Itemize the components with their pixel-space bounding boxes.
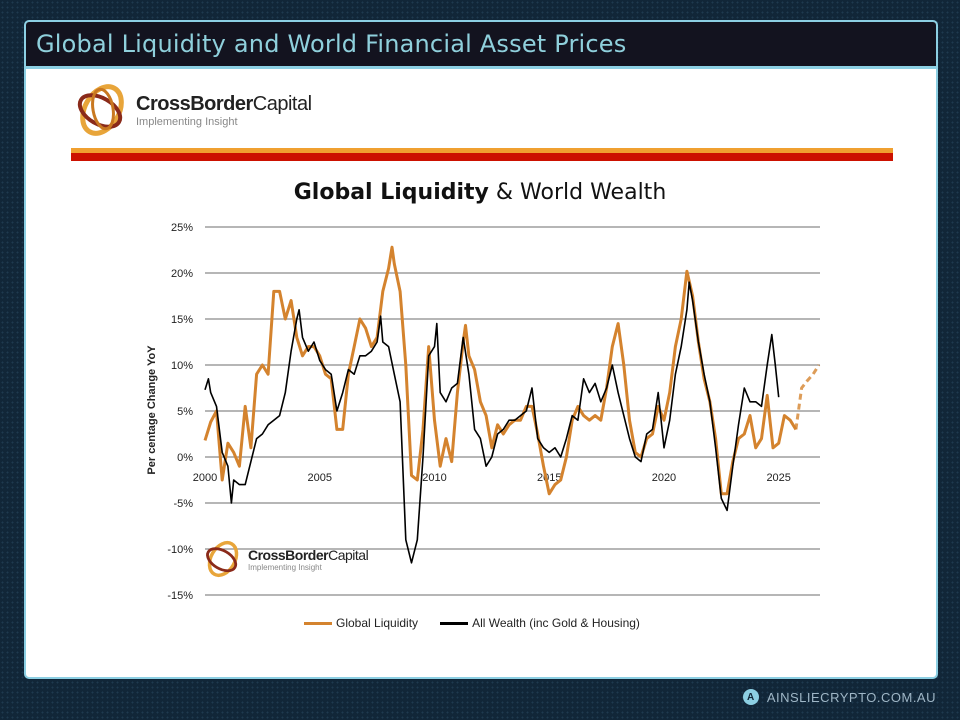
x-tick-label: 2010 — [422, 472, 446, 484]
brand-bar-red — [71, 153, 893, 161]
legend-swatch — [304, 621, 332, 625]
logo-tagline: Implementing Insight — [136, 115, 238, 128]
slide-header: Global Liquidity and World Financial Ass… — [26, 22, 936, 69]
slide-frame: Global Liquidity and World Financial Ass… — [24, 20, 938, 679]
brand-bar-orange — [71, 148, 893, 153]
crossborder-rings-icon — [206, 540, 239, 578]
legend-swatch — [440, 621, 469, 625]
legend-label: All Wealth (inc Gold & Housing) — [472, 616, 640, 630]
logo-name-light: Capital — [252, 92, 312, 115]
x-tick-label: 2025 — [766, 472, 790, 484]
y-tick-label: 5% — [177, 406, 193, 418]
y-axis-label: Per centage Change YoY — [146, 345, 158, 475]
chart-title: Global Liquidity & World Wealth — [293, 180, 667, 205]
watermark-name-bold: CrossBorder — [248, 546, 329, 563]
series-line-all-wealth-inc-gold-housing- — [204, 281, 780, 564]
y-tick-label: 0% — [177, 452, 193, 464]
crossborder-logo: CrossBorderCapital Implementing Insight — [72, 80, 312, 140]
legend-item-wealth: All Wealth (inc Gold & Housing) — [440, 616, 640, 630]
x-tick-label: 2005 — [307, 472, 331, 484]
legend-label: Global Liquidity — [336, 616, 419, 630]
x-tick-label: 2000 — [193, 472, 217, 484]
y-tick-label: 15% — [171, 314, 193, 326]
y-tick-label: 25% — [171, 222, 193, 234]
logo-name-bold: CrossBorder — [136, 92, 253, 115]
x-tick-label: 2020 — [652, 472, 676, 484]
x-tick-label: 2015 — [537, 472, 561, 484]
y-tick-label: -15% — [167, 590, 193, 602]
footer-brand[interactable]: A AINSLIECRYPTO.COM.AU — [742, 689, 936, 705]
y-tick-label: 20% — [171, 268, 193, 280]
footer-text: AINSLIECRYPTO.COM.AU — [766, 689, 936, 705]
y-tick-label: -5% — [173, 498, 193, 510]
ainslie-logo-icon: A — [742, 689, 759, 705]
y-tick-label: 10% — [171, 360, 193, 372]
y-tick-label: -10% — [167, 544, 193, 556]
series-line-global-liquidity-projection- — [794, 364, 821, 430]
chart-legend: Global Liquidity All Wealth (inc Gold & … — [304, 616, 662, 630]
watermark-name-light: Capital — [328, 546, 369, 563]
crossborder-rings-icon — [77, 84, 124, 136]
crossborder-watermark: CrossBorderCapital Implementing Insight — [202, 538, 369, 580]
legend-item-liquidity: Global Liquidity — [304, 616, 418, 630]
watermark-tagline: Implementing Insight — [248, 562, 322, 572]
slide-title: Global Liquidity and World Financial Ass… — [36, 30, 627, 58]
